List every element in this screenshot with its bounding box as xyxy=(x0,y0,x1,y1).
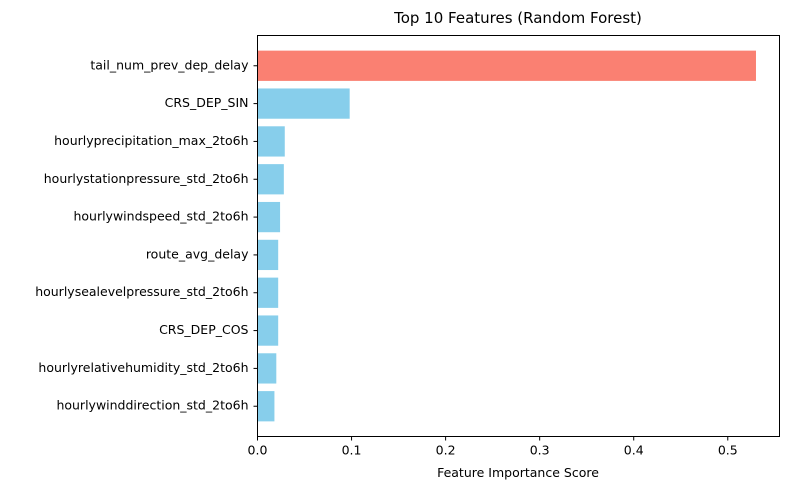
y-tick-label: hourlywinddirection_std_2to6h xyxy=(56,398,248,413)
plot-frame xyxy=(257,35,780,437)
y-tick-label: hourlyprecipitation_max_2to6h xyxy=(54,133,248,148)
x-tick-label: 0.2 xyxy=(436,443,456,458)
bar-hourlysealevelpressure_std_2to6h xyxy=(257,277,279,308)
y-tick-label: route_avg_delay xyxy=(146,246,249,261)
bar-CRS_DEP_COS xyxy=(257,315,279,346)
bar-hourlyprecipitation_max_2to6h xyxy=(257,126,285,157)
y-tick-label: hourlysealevelpressure_std_2to6h xyxy=(35,284,248,299)
chart-title: Top 10 Features (Random Forest) xyxy=(393,9,642,27)
bar-route_avg_delay xyxy=(257,239,279,271)
bar-hourlywinddirection_std_2to6h xyxy=(257,391,275,422)
y-tick-label: hourlyrelativehumidity_std_2to6h xyxy=(38,360,248,375)
y-tick-label: tail_num_prev_dep_delay xyxy=(90,57,249,72)
y-tick-label: CRS_DEP_SIN xyxy=(165,95,249,110)
x-axis-label: Feature Importance Score xyxy=(437,465,599,480)
y-tick-label: hourlystationpressure_std_2to6h xyxy=(44,171,249,186)
bar-hourlywindspeed_std_2to6h xyxy=(257,201,281,233)
x-tick-label: 0.4 xyxy=(624,443,644,458)
bars-group xyxy=(257,50,756,422)
x-tick-label: 0.1 xyxy=(342,443,362,458)
y-axis-ticks: tail_num_prev_dep_delay CRS_DEP_SINhourly… xyxy=(35,57,258,413)
x-tick-label: 0.0 xyxy=(248,443,268,458)
bar-hourlyrelativehumidity_std_2to6h xyxy=(257,353,277,384)
bar-tail_num_prev_dep_delay xyxy=(257,50,756,81)
y-tick-label: CRS_DEP_COS xyxy=(159,322,248,337)
x-tick-label: 0.5 xyxy=(718,443,738,458)
bar-CRS_DEP_SIN xyxy=(257,88,350,119)
x-tick-label: 0.3 xyxy=(530,443,550,458)
y-tick-label: hourlywindspeed_std_2to6h xyxy=(73,209,248,224)
bar-hourlystationpressure_std_2to6h xyxy=(257,164,284,195)
x-axis-ticks: 0.0 0.1 0.2 0.3 0.4 0.5 xyxy=(248,436,738,458)
